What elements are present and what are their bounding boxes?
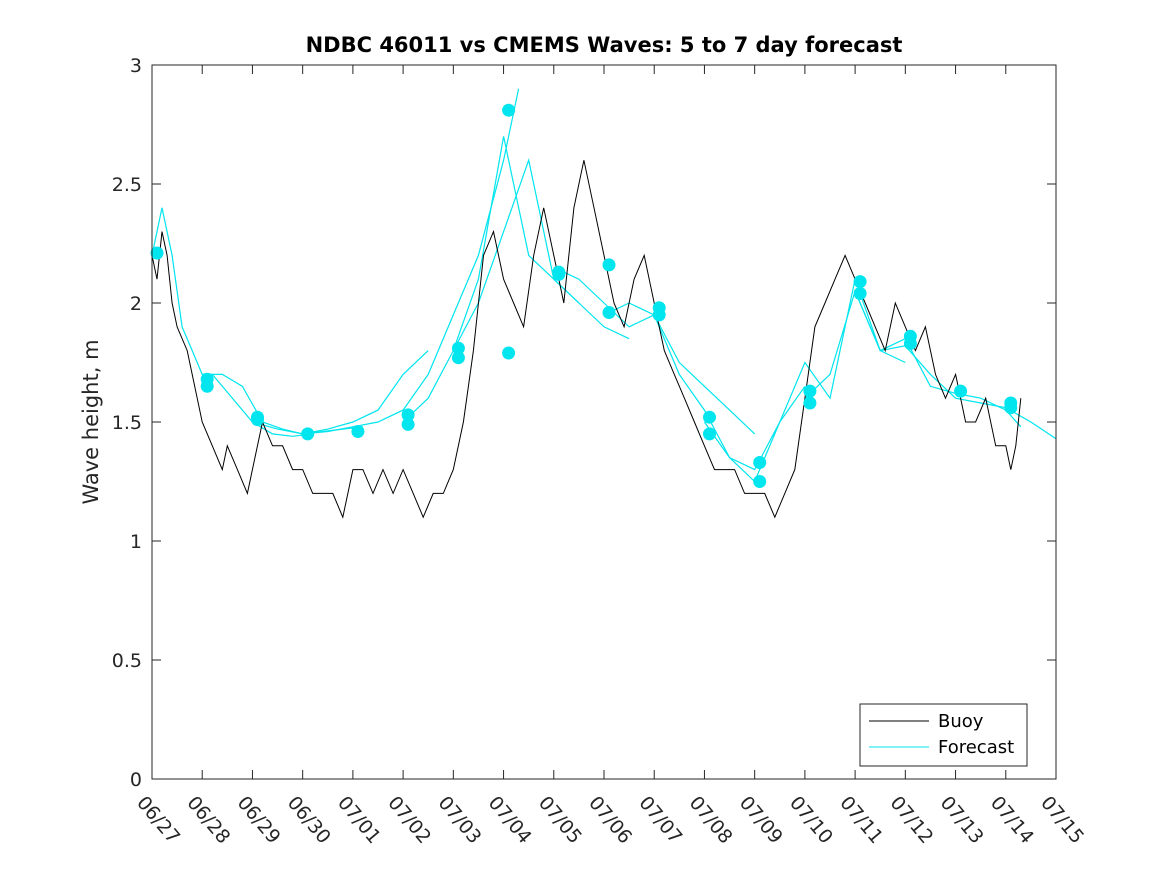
y-tick-label: 3 — [130, 55, 142, 77]
x-tick-label: 07/02 — [383, 792, 435, 848]
legend-label-forecast: Forecast — [938, 737, 1014, 758]
forecast-run-10 — [854, 290, 1057, 440]
x-tick-label: 07/11 — [835, 792, 887, 848]
forecast-marker — [251, 413, 264, 427]
forecast-run-5 — [452, 136, 630, 351]
forecast-marker — [753, 475, 767, 488]
y-tick-label: 1.5 — [112, 412, 142, 434]
x-tick-label: 06/30 — [283, 792, 335, 848]
forecast-run-8 — [703, 276, 906, 483]
forecast-marker — [602, 306, 616, 319]
forecast-marker — [451, 341, 465, 355]
forecast-marker — [1004, 401, 1018, 415]
y-tick-label: 2.5 — [112, 174, 142, 196]
x-tick-label: 07/05 — [534, 792, 586, 848]
forecast-marker — [150, 246, 164, 260]
buoy-series — [151, 160, 1022, 519]
x-tick-label: 07/07 — [634, 792, 686, 848]
forecast-marker — [602, 258, 616, 272]
y-axis-label: Wave height, m — [79, 339, 103, 504]
x-tick-label: 07/10 — [785, 792, 837, 848]
forecast-marker — [703, 427, 716, 441]
forecast-marker — [451, 351, 465, 365]
x-tick-label: 07/08 — [685, 792, 737, 848]
x-tick-label: 07/14 — [986, 792, 1038, 848]
forecast-marker — [703, 410, 716, 424]
plot-background — [152, 65, 1056, 779]
x-tick-label: 07/09 — [735, 792, 787, 848]
x-tick-label: 06/27 — [132, 792, 184, 848]
x-tick-label: 07/15 — [1036, 792, 1088, 848]
x-tick-label: 06/28 — [182, 792, 234, 848]
forecast-run-3 — [302, 88, 520, 435]
forecast-marker — [351, 425, 365, 438]
y-tick-label: 0 — [130, 769, 142, 791]
forecast-run-4 — [402, 157, 580, 423]
chart-title: NDBC 46011 vs CMEMS Waves: 5 to 7 day fo… — [306, 33, 903, 57]
forecast-marker — [853, 275, 867, 289]
forecast-marker — [401, 417, 415, 431]
forecast-marker — [301, 427, 315, 441]
forecast-marker — [954, 384, 968, 398]
legend-label-buoy: Buoy — [938, 711, 984, 732]
forecast-marker — [200, 379, 214, 393]
forecast-marker — [753, 456, 767, 469]
buoy-line — [151, 160, 1022, 519]
y-axis-ticks: 0 0.5 1 1.5 2 2.5 3 — [112, 55, 1056, 791]
forecast-marker — [803, 384, 817, 398]
x-tick-label: 07/13 — [936, 792, 988, 848]
forecast-marker — [803, 396, 817, 410]
y-tick-label: 0.5 — [112, 650, 142, 672]
forecast-marker — [401, 408, 415, 422]
forecast-marker — [552, 267, 566, 281]
forecast-marker — [903, 337, 917, 350]
y-tick-label: 2 — [130, 293, 142, 315]
forecast-marker — [502, 103, 516, 117]
y-tick-label: 1 — [130, 531, 142, 553]
forecast-run-7 — [603, 302, 806, 471]
forecast-marker — [652, 308, 666, 322]
x-tick-label: 06/29 — [233, 792, 285, 848]
x-tick-label: 07/01 — [333, 792, 385, 848]
x-tick-label: 07/12 — [886, 792, 938, 848]
forecast-series — [151, 88, 1057, 483]
forecast-run-2 — [252, 350, 429, 435]
forecast-marker — [502, 346, 516, 360]
legend: Buoy Forecast — [859, 703, 1028, 767]
forecast-run-9 — [804, 289, 1022, 428]
x-tick-label: 07/06 — [584, 792, 636, 848]
legend-box — [859, 703, 1028, 767]
x-tick-label: 07/03 — [434, 792, 486, 848]
forecast-markers — [150, 103, 1018, 488]
forecast-marker — [853, 287, 867, 300]
x-tick-label: 07/04 — [484, 792, 536, 848]
